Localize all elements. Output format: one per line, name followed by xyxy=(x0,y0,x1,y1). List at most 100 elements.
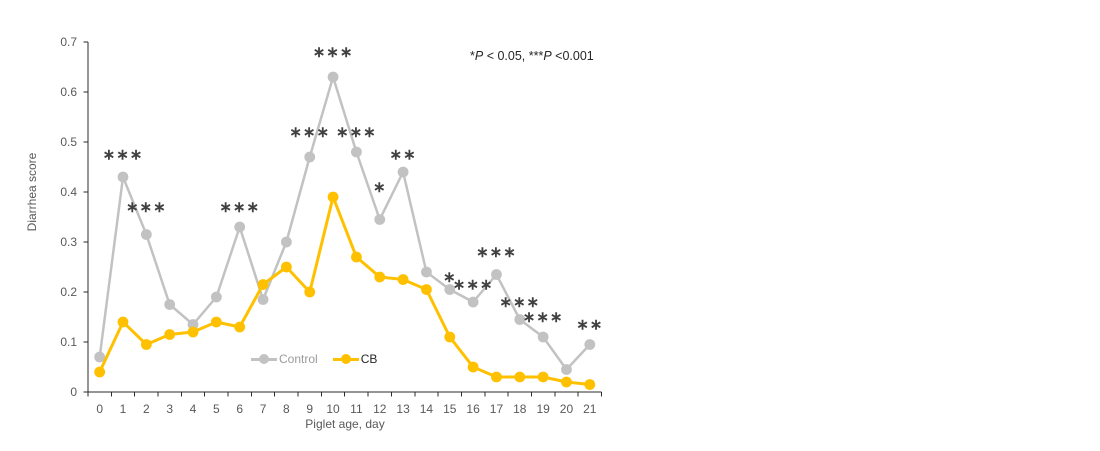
control-point-day-0 xyxy=(94,351,106,363)
significance-note: *P < 0.05, ***P <0.001 xyxy=(470,49,594,63)
legend-item-control: Control xyxy=(251,353,318,365)
x-tick-label: 2 xyxy=(143,402,150,416)
y-tick-label: 0.1 xyxy=(60,335,77,349)
legend-label: Control xyxy=(279,352,318,366)
x-tick-label: 17 xyxy=(490,402,504,416)
y-tick-label: 0.2 xyxy=(60,285,77,299)
control-point-day-6 xyxy=(234,221,246,233)
cb-point-day-10 xyxy=(327,191,339,203)
significance-note-segment: < 0.05, xyxy=(483,49,529,63)
control-point-day-20 xyxy=(561,364,572,375)
x-tick-label: 10 xyxy=(326,402,340,416)
cb-point-day-7 xyxy=(257,279,269,290)
significance-marker-day-18: ∗∗∗ xyxy=(499,294,540,311)
cb-point-day-4 xyxy=(187,326,199,338)
cb-point-day-0 xyxy=(94,366,106,378)
x-tick-label: 15 xyxy=(443,402,457,416)
control-point-day-17 xyxy=(491,269,502,280)
y-tick-label: 0.3 xyxy=(60,235,77,249)
cb-point-day-2 xyxy=(140,339,152,350)
cb-series xyxy=(94,191,596,390)
significance-marker-day-1: ∗∗∗ xyxy=(103,147,144,164)
cb-point-day-8 xyxy=(280,261,292,273)
control-point-day-5 xyxy=(210,291,222,303)
cb-point-day-16 xyxy=(467,361,479,373)
control-point-day-7 xyxy=(257,294,269,305)
control-point-day-11 xyxy=(351,146,362,158)
x-axis-title: Piglet age, day xyxy=(305,417,385,431)
y-axis-title: Diarrhea score xyxy=(25,152,39,232)
x-tick-label: 0 xyxy=(96,402,103,416)
control-point-day-2 xyxy=(140,229,152,240)
cb-point-day-11 xyxy=(351,251,362,263)
x-tick-label: 12 xyxy=(373,402,387,416)
significance-marker-day-12: ∗ xyxy=(373,179,387,196)
control-point-day-4 xyxy=(187,319,199,330)
x-tick-label: 19 xyxy=(536,402,550,416)
x-tick-label: 8 xyxy=(283,402,290,416)
x-tick-label: 14 xyxy=(420,402,434,416)
cb-point-day-14 xyxy=(421,284,432,295)
significance-note-segment: P xyxy=(543,49,552,63)
significance-marker-day-10: ∗∗∗ xyxy=(313,44,354,61)
x-tick-label: 16 xyxy=(466,402,480,416)
cb-point-day-19 xyxy=(537,371,549,383)
significance-note-segment: <0.001 xyxy=(551,49,594,63)
x-tick-label: 21 xyxy=(583,402,597,416)
significance-marker-day-19: ∗∗∗ xyxy=(523,309,564,326)
cb-point-day-21 xyxy=(584,379,596,390)
significance-marker-day-9: ∗∗∗ xyxy=(289,124,330,141)
y-axis: 0 0.1 0.2 0.3 0.4 0.5 0.6 0.7 xyxy=(60,35,89,399)
y-tick-label: 0.6 xyxy=(60,85,77,99)
legend-control-marker-icon xyxy=(251,354,277,365)
significance-marker-day-17: ∗∗∗ xyxy=(476,244,517,261)
significance-marker-day-15: ∗ xyxy=(443,269,457,286)
control-point-day-1 xyxy=(117,171,129,183)
x-tick-label: 3 xyxy=(166,402,173,416)
x-tick-label: 13 xyxy=(396,402,410,416)
x-tick-label: 9 xyxy=(306,402,313,416)
control-point-day-12 xyxy=(374,214,386,225)
significance-note-segment: P xyxy=(474,49,484,63)
cb-point-day-3 xyxy=(164,329,176,340)
control-point-day-13 xyxy=(397,166,409,178)
cb-point-day-20 xyxy=(561,376,572,388)
x-tick-label: 5 xyxy=(213,402,220,416)
x-tick-label: 11 xyxy=(350,402,363,416)
control-point-day-19 xyxy=(537,331,549,343)
significance-marker-day-16: ∗∗∗ xyxy=(453,277,494,294)
significance-marker-day-13: ∗∗ xyxy=(390,147,417,164)
y-tick-label: 0.4 xyxy=(60,185,77,199)
cb-point-day-9 xyxy=(304,286,316,298)
cb-series-line xyxy=(98,195,592,386)
x-tick-label: 7 xyxy=(260,402,267,416)
cb-point-day-5 xyxy=(210,316,222,328)
legend-cb-marker-icon xyxy=(332,354,359,365)
x-tick-label: 4 xyxy=(190,402,197,416)
control-series-line xyxy=(98,75,592,371)
cb-point-day-17 xyxy=(491,371,502,383)
cb-point-day-18 xyxy=(514,371,526,383)
control-point-day-9 xyxy=(304,151,316,163)
x-tick-label: 6 xyxy=(236,402,243,416)
x-tick-label: 1 xyxy=(120,402,127,416)
cb-point-day-15 xyxy=(444,331,456,343)
y-tick-label: 0 xyxy=(70,385,77,399)
cb-point-day-12 xyxy=(374,271,386,283)
significance-markers: ∗∗∗∗∗∗ ∗∗∗∗∗∗∗∗∗∗∗∗∗∗∗∗∗∗∗∗∗∗∗∗∗∗∗∗ ∗∗ xyxy=(103,44,603,334)
significance-marker-day-21: ∗∗ xyxy=(576,317,603,334)
control-point-day-18 xyxy=(514,314,526,325)
x-tick-label: 18 xyxy=(513,402,527,416)
significance-marker-day-6: ∗∗∗ xyxy=(219,199,260,216)
y-tick-label: 0.7 xyxy=(60,35,77,49)
x-tick-label: 20 xyxy=(560,402,574,416)
legend-label: CB xyxy=(360,352,378,366)
control-series xyxy=(94,71,596,375)
control-point-day-8 xyxy=(280,236,292,248)
cb-point-day-13 xyxy=(397,274,409,285)
x-axis: 0 1 2 3 4 5 6 7 8 9 10 11 12 13 14 15 16 17 18 19 20 21 xyxy=(87,391,602,416)
legend-item-cb: CB xyxy=(332,352,378,366)
control-point-day-21 xyxy=(584,339,596,350)
